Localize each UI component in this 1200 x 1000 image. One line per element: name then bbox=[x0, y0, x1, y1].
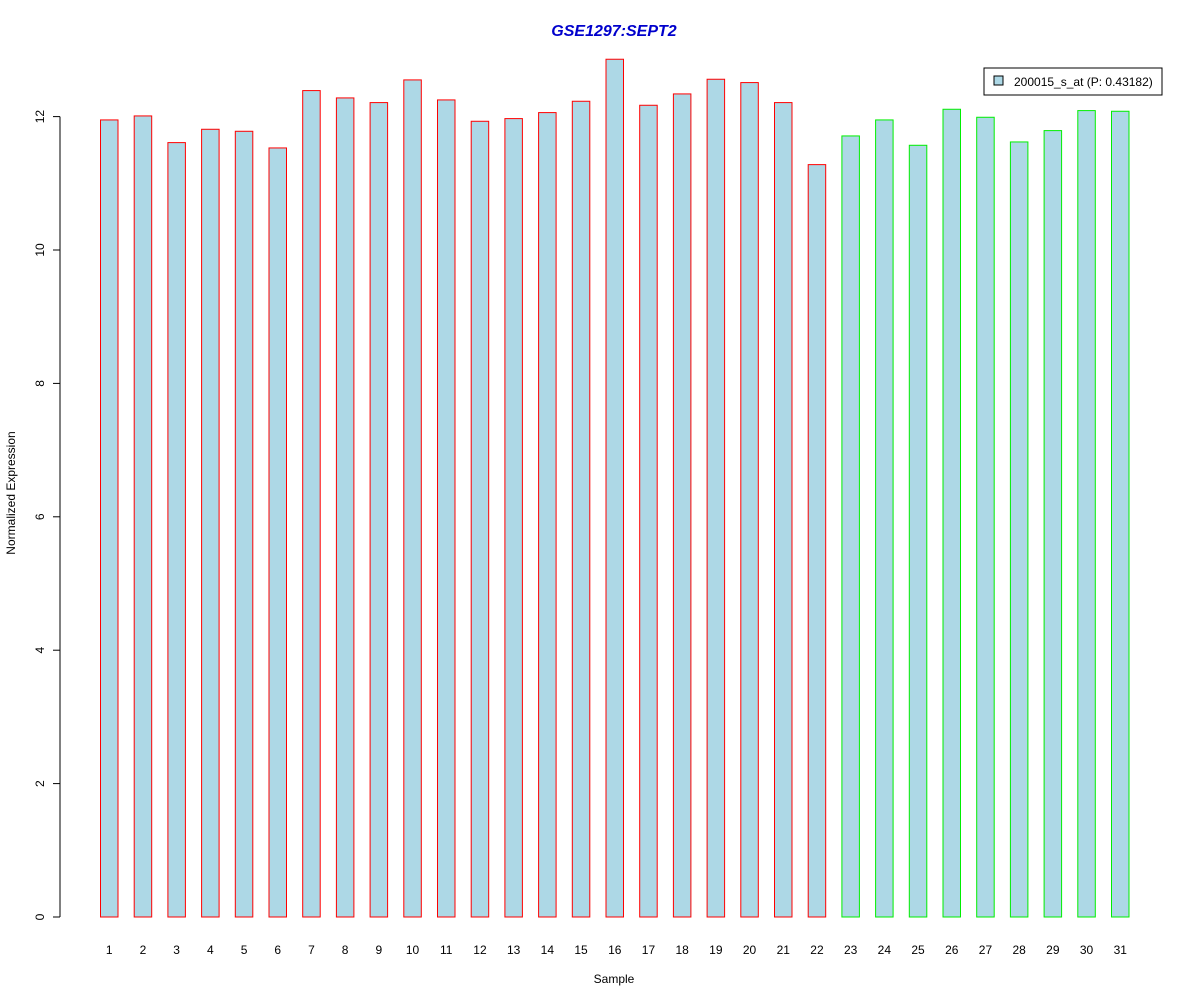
bar bbox=[605, 58, 624, 918]
x-tick-label: 15 bbox=[574, 943, 588, 957]
y-tick-label: 4 bbox=[33, 647, 47, 654]
x-tick-label: 22 bbox=[810, 943, 824, 957]
x-tick-label: 19 bbox=[709, 943, 723, 957]
x-tick-label: 30 bbox=[1080, 943, 1094, 957]
chart-title: GSE1297:SEPT2 bbox=[551, 23, 677, 40]
y-axis: 0 2 4 6 8 10 12 bbox=[33, 110, 61, 920]
x-tick-label: 9 bbox=[376, 943, 383, 957]
bar bbox=[234, 130, 254, 918]
bar bbox=[538, 112, 557, 918]
bar bbox=[942, 108, 961, 918]
x-tick-label: 2 bbox=[140, 943, 147, 957]
bar bbox=[470, 120, 490, 918]
y-axis-label: Normalized Expression bbox=[4, 431, 18, 554]
bar bbox=[1043, 130, 1063, 918]
y-tick-label: 8 bbox=[33, 380, 47, 387]
bar bbox=[201, 128, 220, 918]
bar bbox=[335, 97, 355, 918]
x-tick-label: 29 bbox=[1046, 943, 1060, 957]
x-tick-label: 6 bbox=[274, 943, 281, 957]
x-tick-label: 18 bbox=[675, 943, 689, 957]
x-tick-label: 23 bbox=[844, 943, 858, 957]
y-tick-label: 10 bbox=[33, 243, 47, 257]
legend-label: 200015_s_at (P: 0.43182) bbox=[1014, 75, 1153, 89]
bar bbox=[1111, 110, 1130, 918]
bar bbox=[1077, 110, 1096, 918]
x-tick-label: 26 bbox=[945, 943, 959, 957]
x-axis-label: Sample bbox=[594, 972, 635, 986]
bar bbox=[908, 144, 928, 918]
x-tick-labels: 1 2 3 4 5 6 7 8 9 10 11 12 13 14 15 16 17 18 19 20 21 22 23 24 2… bbox=[106, 943, 1127, 957]
x-tick-label: 1 bbox=[106, 943, 113, 957]
bar bbox=[167, 142, 186, 918]
x-tick-label: 4 bbox=[207, 943, 214, 957]
bar bbox=[706, 78, 726, 918]
legend: 200015_s_at (P: 0.43182) bbox=[983, 67, 1163, 96]
bar bbox=[302, 90, 321, 918]
x-tick-label: 20 bbox=[743, 943, 757, 957]
x-tick-label: 21 bbox=[777, 943, 791, 957]
y-tick-label: 12 bbox=[33, 110, 47, 124]
x-tick-label: 3 bbox=[173, 943, 180, 957]
bar bbox=[976, 116, 995, 918]
bar bbox=[774, 102, 793, 918]
x-tick-label: 11 bbox=[440, 943, 453, 957]
x-tick-label: 13 bbox=[507, 943, 521, 957]
bar bbox=[672, 93, 692, 918]
x-tick-label: 12 bbox=[473, 943, 487, 957]
bars-group bbox=[100, 58, 1130, 918]
x-tick-label: 17 bbox=[642, 943, 656, 957]
x-tick-label: 27 bbox=[979, 943, 993, 957]
x-tick-label: 16 bbox=[608, 943, 622, 957]
bar bbox=[807, 164, 827, 918]
bar bbox=[1009, 141, 1029, 918]
bar bbox=[740, 82, 759, 918]
x-tick-label: 28 bbox=[1012, 943, 1026, 957]
bar bbox=[841, 135, 860, 918]
x-tick-label: 24 bbox=[878, 943, 892, 957]
bar bbox=[504, 118, 523, 918]
x-tick-label: 31 bbox=[1114, 943, 1128, 957]
y-tick-label: 0 bbox=[33, 913, 47, 920]
bar bbox=[133, 115, 153, 918]
bar bbox=[100, 119, 119, 918]
bar bbox=[437, 99, 456, 918]
bar bbox=[875, 119, 894, 918]
bar bbox=[639, 104, 658, 918]
x-tick-label: 14 bbox=[541, 943, 555, 957]
x-tick-label: 25 bbox=[911, 943, 925, 957]
x-tick-label: 10 bbox=[406, 943, 420, 957]
bar bbox=[369, 102, 389, 918]
legend-box bbox=[983, 67, 1163, 96]
bar bbox=[403, 79, 422, 918]
x-tick-label: 5 bbox=[241, 943, 248, 957]
bar bbox=[268, 147, 287, 918]
x-tick-label: 7 bbox=[308, 943, 315, 957]
y-tick-label: 2 bbox=[33, 780, 47, 787]
legend-swatch bbox=[993, 75, 1004, 86]
bar bbox=[571, 100, 591, 918]
y-tick-label: 6 bbox=[33, 513, 47, 520]
x-tick-label: 8 bbox=[342, 943, 349, 957]
